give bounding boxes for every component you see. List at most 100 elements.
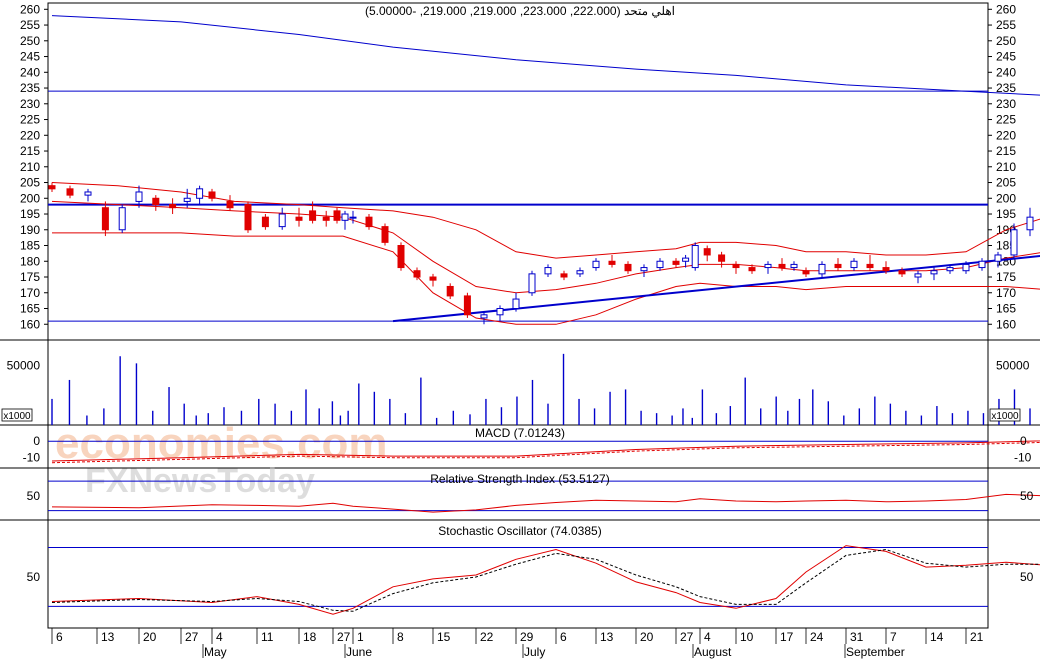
candle-body (576, 270, 584, 275)
x-tick-label: 1 (357, 630, 364, 644)
bollinger-lower-line (52, 232, 1040, 325)
candle-body (624, 263, 632, 272)
plot-border (47, 2, 989, 629)
price-tick-right: 255 (996, 18, 1016, 32)
candle-body (882, 267, 890, 272)
price-tick-right: 235 (996, 81, 1016, 95)
x-month-label: August (694, 645, 732, 659)
candle-body (930, 270, 938, 275)
candle-body (84, 191, 92, 196)
candle-body (802, 270, 810, 275)
x-tick-label: 15 (437, 630, 451, 644)
price-tick-left: 205 (20, 176, 40, 190)
x-tick-label: 27 (337, 630, 351, 644)
candle-body (208, 191, 216, 199)
stochastic-tick-left: 50 (27, 570, 41, 584)
chart-frame (0, 2, 1040, 629)
macd-label: MACD (7.01243) (475, 426, 565, 440)
candle-body (48, 185, 56, 190)
price-tick-right: 205 (996, 176, 1016, 190)
candle-body (261, 216, 269, 228)
price-tick-right: 170 (996, 286, 1016, 300)
price-tick-left: 210 (20, 160, 40, 174)
macd-tick-left: 0 (33, 434, 40, 448)
price-tick-left: 235 (20, 81, 40, 95)
rsi-label: Relative Strength Index (53.5127) (430, 472, 609, 486)
x-tick-label: 20 (640, 630, 654, 644)
candle-body (135, 191, 143, 202)
candle-body (349, 216, 357, 219)
x-month-label: September (846, 645, 905, 659)
candle-body (183, 197, 191, 202)
x-tick-label: 22 (480, 630, 494, 644)
price-tick-left: 230 (20, 97, 40, 111)
candle-body (226, 200, 234, 209)
price-tick-left: 160 (20, 317, 40, 331)
price-tick-right: 250 (996, 34, 1016, 48)
rsi-panel: 50 50 Relative Strength Index (53.5127) (27, 472, 1040, 513)
bollinger-middle-line (51, 200, 1040, 294)
candle-body (446, 285, 454, 297)
candle-body (118, 207, 126, 231)
candle-body (544, 267, 552, 275)
candle-body (703, 248, 711, 256)
x-tick-label: 4 (216, 630, 223, 644)
candle-body (322, 216, 330, 221)
x-tick-label: 10 (740, 630, 754, 644)
stochastic-label: Stochastic Oscillator (74.0385) (438, 524, 601, 538)
candle-body (244, 204, 252, 231)
price-tick-left: 260 (20, 2, 40, 16)
candle-body (101, 207, 109, 231)
price-tick-left: 180 (20, 254, 40, 268)
candle-body (397, 245, 405, 269)
macd-panel: 0 -10 0 -10 MACD (7.01243) (23, 426, 1040, 465)
price-tick-right: 230 (996, 97, 1016, 111)
candle-body (608, 260, 616, 265)
candle-body (898, 270, 906, 275)
x-tick-label: 6 (56, 630, 63, 644)
x-tick-label: 11 (261, 630, 274, 644)
candle-body (169, 204, 177, 209)
x-month-label: June (346, 645, 372, 659)
rsi-tick-left: 50 (27, 489, 41, 503)
candle-body (429, 276, 437, 281)
candle-body (592, 260, 600, 269)
candle-body (691, 245, 699, 269)
macd-tick-right: -10 (1014, 451, 1032, 465)
watermark-line1: economies.com (55, 419, 388, 468)
price-tick-right: 175 (996, 270, 1016, 284)
candle-body (309, 210, 317, 221)
x-tick-label: 7 (890, 630, 897, 644)
candle-body (790, 263, 798, 269)
stochastic-d-line (51, 548, 1040, 612)
candle-body (656, 260, 664, 269)
x-tick-label: 20 (143, 630, 157, 644)
price-tick-right: 220 (996, 128, 1016, 142)
candle-body (866, 263, 874, 269)
price-tick-right: 165 (996, 302, 1016, 316)
candle-body (640, 267, 648, 272)
x-month-label: May (204, 645, 227, 659)
x-tick-label: 21 (970, 630, 984, 644)
candle-body (962, 263, 970, 272)
candle-body (682, 257, 690, 262)
candle-body (778, 263, 786, 269)
x-tick-label: 13 (600, 630, 614, 644)
candle-body (732, 263, 740, 269)
rsi-tick-right: 50 (1020, 489, 1034, 503)
price-tick-left: 195 (20, 207, 40, 221)
price-tick-left: 215 (20, 144, 40, 158)
candle-body (764, 263, 772, 269)
price-tick-left: 250 (20, 34, 40, 48)
candle-body (850, 260, 858, 269)
price-tick-left: 255 (20, 18, 40, 32)
volume-unit-box (1, 408, 33, 422)
price-tick-right: 225 (996, 113, 1016, 127)
price-tick-left: 185 (20, 239, 40, 253)
x-tick-label: 31 (850, 630, 864, 644)
candle-body (413, 270, 421, 278)
price-tick-left: 240 (20, 65, 40, 79)
candle-body (946, 267, 954, 272)
price-tick-right: 245 (996, 50, 1016, 64)
